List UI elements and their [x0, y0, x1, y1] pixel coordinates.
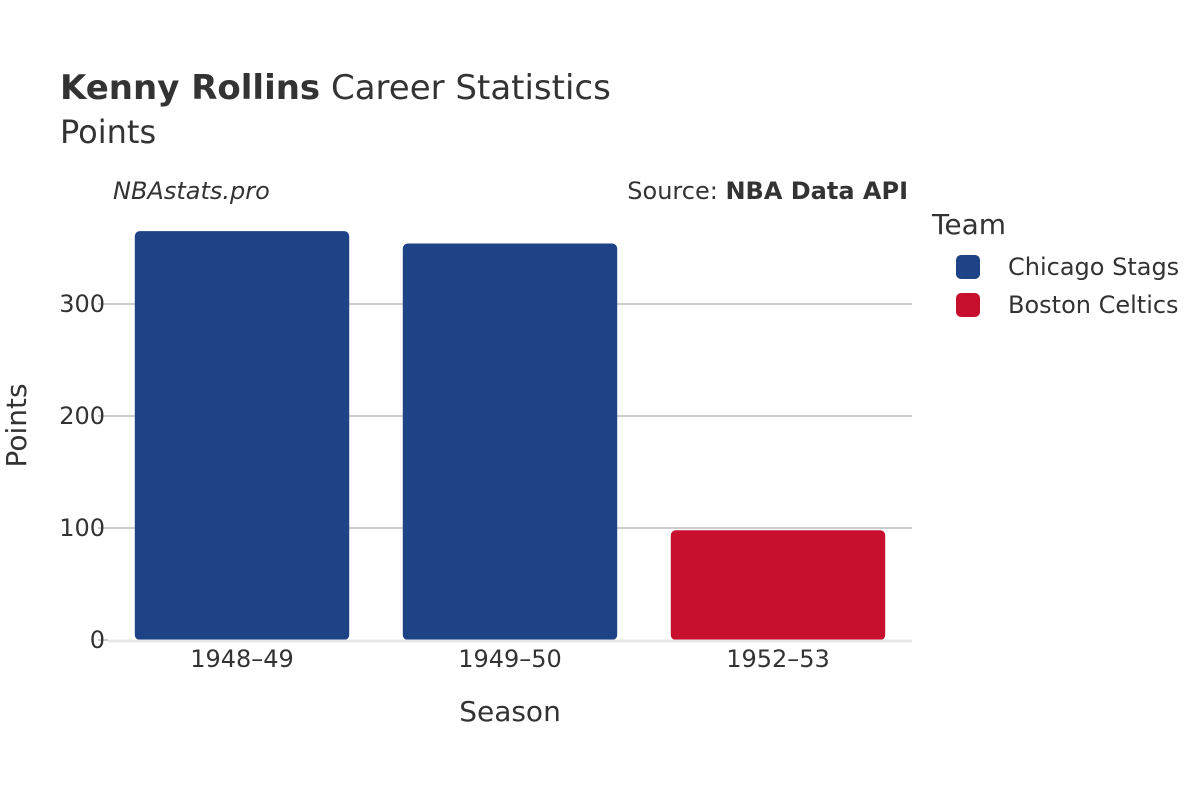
legend-item-boston-celtics[interactable]: Boston Celtics: [956, 291, 1179, 319]
legend-label: Boston Celtics: [1008, 291, 1179, 319]
legend-item-chicago-stags[interactable]: Chicago Stags: [956, 253, 1179, 281]
site-credit: NBAstats.pro: [113, 177, 270, 205]
title-rest: Career Statistics: [320, 68, 611, 108]
source-credit: Source: NBA Data API: [627, 177, 908, 205]
x-tick-label: 1949–50: [458, 645, 562, 673]
x-axis-title: Season: [459, 695, 561, 728]
x-tick-label: 1948–49: [190, 645, 294, 673]
bar[interactable]: [134, 231, 350, 641]
y-tick-label: 100: [59, 514, 105, 542]
legend-label: Chicago Stags: [1008, 253, 1180, 281]
legend-title: Team: [932, 208, 1007, 241]
legend-swatch-boston-celtics: [956, 293, 980, 317]
bar[interactable]: [670, 530, 886, 640]
x-tick-label: 1952–53: [726, 645, 830, 673]
y-tick-label: 300: [59, 290, 105, 318]
chart-title: Kenny Rollins Career Statistics: [60, 68, 611, 108]
source-prefix: Source:: [627, 177, 726, 205]
bar[interactable]: [402, 243, 618, 640]
y-axis-title: Points: [0, 383, 33, 467]
player-name: Kenny Rollins: [60, 68, 321, 108]
y-tick-label: 0: [90, 626, 105, 654]
legend-swatch-chicago-stags: [956, 255, 980, 279]
source-name: NBA Data API: [725, 177, 908, 205]
chart-subtitle: Points: [60, 113, 157, 151]
y-tick-label: 200: [59, 402, 105, 430]
